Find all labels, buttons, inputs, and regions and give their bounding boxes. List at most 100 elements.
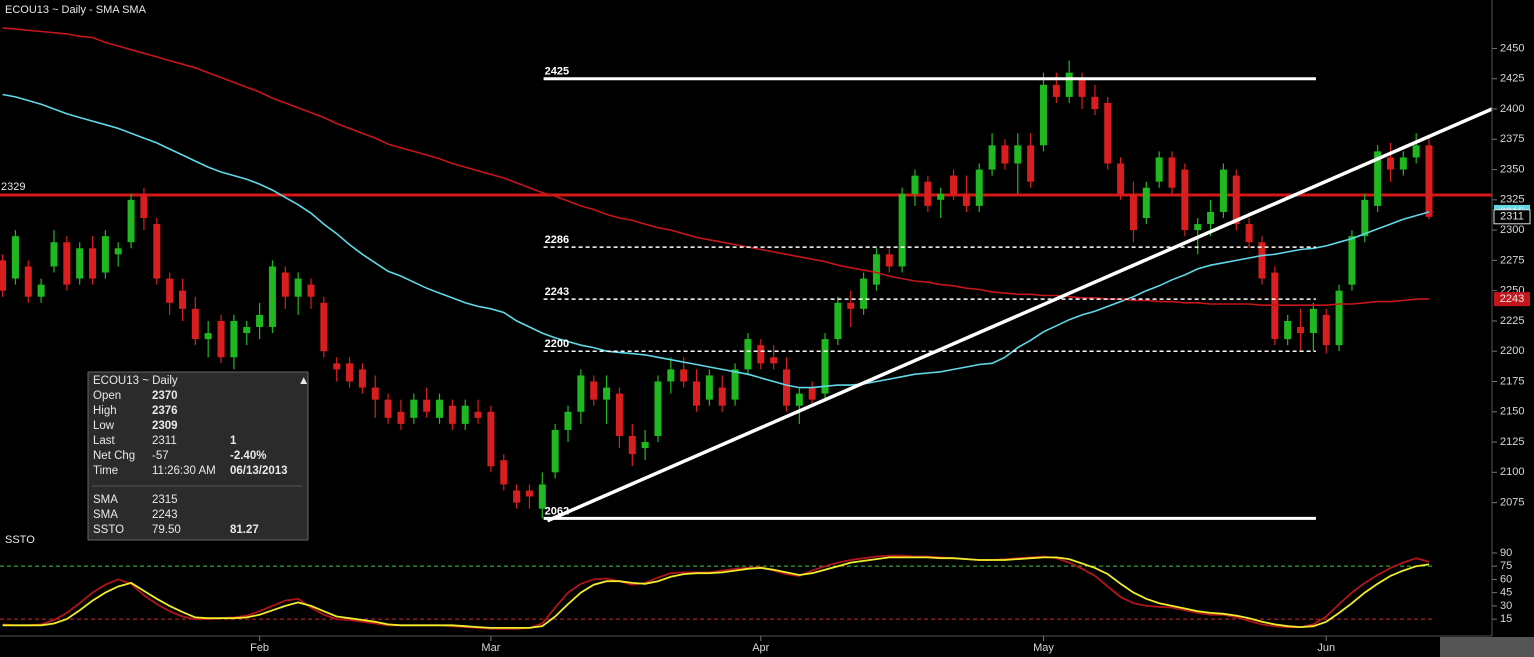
candle-body (217, 320, 225, 358)
info-label: SSTO (93, 524, 124, 536)
ssto-tick-label: 45 (1500, 587, 1512, 599)
candle-body (1117, 163, 1125, 194)
candle-body (1219, 169, 1227, 212)
candle-body (667, 369, 675, 382)
info-label: High (93, 405, 117, 417)
candle-body (654, 381, 662, 436)
candle-body (1040, 84, 1048, 146)
candle-body (1284, 320, 1292, 340)
y-tick-label: 2175 (1500, 375, 1524, 387)
candle-body (50, 242, 58, 267)
level-label: 2425 (545, 66, 569, 78)
candle-body (1258, 242, 1266, 279)
y-tick-label: 2100 (1500, 466, 1524, 478)
candle-body (603, 387, 611, 400)
candle-body (1104, 102, 1112, 164)
x-tick-label: Apr (752, 642, 769, 654)
scroll-thumb[interactable] (1440, 637, 1534, 657)
candle-body (988, 145, 996, 170)
candle-body (1078, 78, 1086, 97)
x-tick-label: May (1033, 642, 1054, 654)
candle-body (1386, 157, 1394, 170)
candle-body (1091, 96, 1099, 109)
y-tick-label: 2350 (1500, 163, 1524, 175)
candle-body (358, 369, 366, 388)
info-box-frame (87, 371, 309, 541)
candle-body (551, 429, 559, 473)
candle-body (461, 405, 469, 424)
candle-body (808, 387, 816, 400)
horizontal-line-label: 2329 (1, 181, 25, 193)
candle-body (1027, 145, 1035, 182)
candle-body (1361, 199, 1369, 237)
candle-body (1399, 157, 1407, 170)
info-value: 2315 (152, 494, 178, 506)
level-label: 2200 (545, 338, 569, 350)
candle-body (140, 193, 148, 218)
candle-body (577, 375, 585, 412)
y-tick-label: 2325 (1500, 194, 1524, 206)
candle-body (1297, 327, 1305, 334)
candle-body (191, 308, 199, 340)
candle-body (770, 357, 778, 364)
info-label: Time (93, 465, 118, 477)
candle-body (821, 339, 829, 394)
y-tick-label: 2300 (1500, 224, 1524, 236)
candle-body (1322, 314, 1330, 346)
y-tick-label: 2200 (1500, 345, 1524, 357)
candle-body (436, 399, 444, 418)
info-value: -57 (152, 450, 169, 462)
candle-body (320, 302, 328, 352)
candle-body (782, 369, 790, 406)
info-label: SMA (93, 509, 118, 521)
candle-body (590, 381, 598, 400)
info-label: Open (93, 390, 121, 402)
info-collapse[interactable]: ▲ (298, 375, 309, 387)
candle-body (1232, 175, 1240, 225)
candle-body (166, 278, 174, 303)
candle-body (0, 260, 7, 291)
candle-body (1425, 145, 1433, 217)
y-tick-label: 2450 (1500, 42, 1524, 54)
candle-body (487, 411, 495, 467)
sma-line (2, 27, 1429, 306)
info-label: Net Chg (93, 450, 135, 462)
y-tick-label: 2125 (1500, 436, 1524, 448)
candle-body (24, 266, 32, 297)
trend-line (546, 107, 1493, 523)
candle-body (333, 363, 341, 370)
candle-body (268, 266, 276, 327)
candle-body (885, 254, 893, 267)
candle-body (795, 393, 803, 406)
candle-body (114, 248, 122, 255)
candle-body (384, 399, 392, 418)
candle-body (397, 411, 405, 424)
candle-body (1412, 145, 1420, 158)
candle-body (448, 405, 456, 424)
sma-line (2, 93, 1430, 389)
candle-body (744, 339, 752, 370)
y-tick-label: 2150 (1500, 406, 1524, 418)
info-value: 81.27 (230, 524, 259, 536)
info-title: ECOU13 ~ Daily (93, 375, 178, 387)
candle-body (256, 314, 264, 327)
candle-body (153, 224, 161, 279)
candle-body (76, 248, 84, 279)
info-label: Low (93, 420, 115, 432)
candle-body (89, 248, 97, 279)
candle-body (1207, 211, 1215, 225)
price-tag (1493, 209, 1531, 225)
candle-body (513, 490, 521, 503)
price-tag (1494, 292, 1530, 307)
candle-body (1142, 187, 1150, 218)
y-tick-label: 2375 (1500, 133, 1524, 145)
candle-body (500, 460, 508, 485)
candle-body (847, 302, 855, 309)
x-tick-label: Jun (1317, 642, 1335, 654)
candle-body (346, 363, 354, 382)
candle-body (872, 254, 880, 285)
level-label: 2243 (545, 286, 569, 298)
candle-body (101, 236, 109, 273)
candle-body (1348, 236, 1356, 285)
